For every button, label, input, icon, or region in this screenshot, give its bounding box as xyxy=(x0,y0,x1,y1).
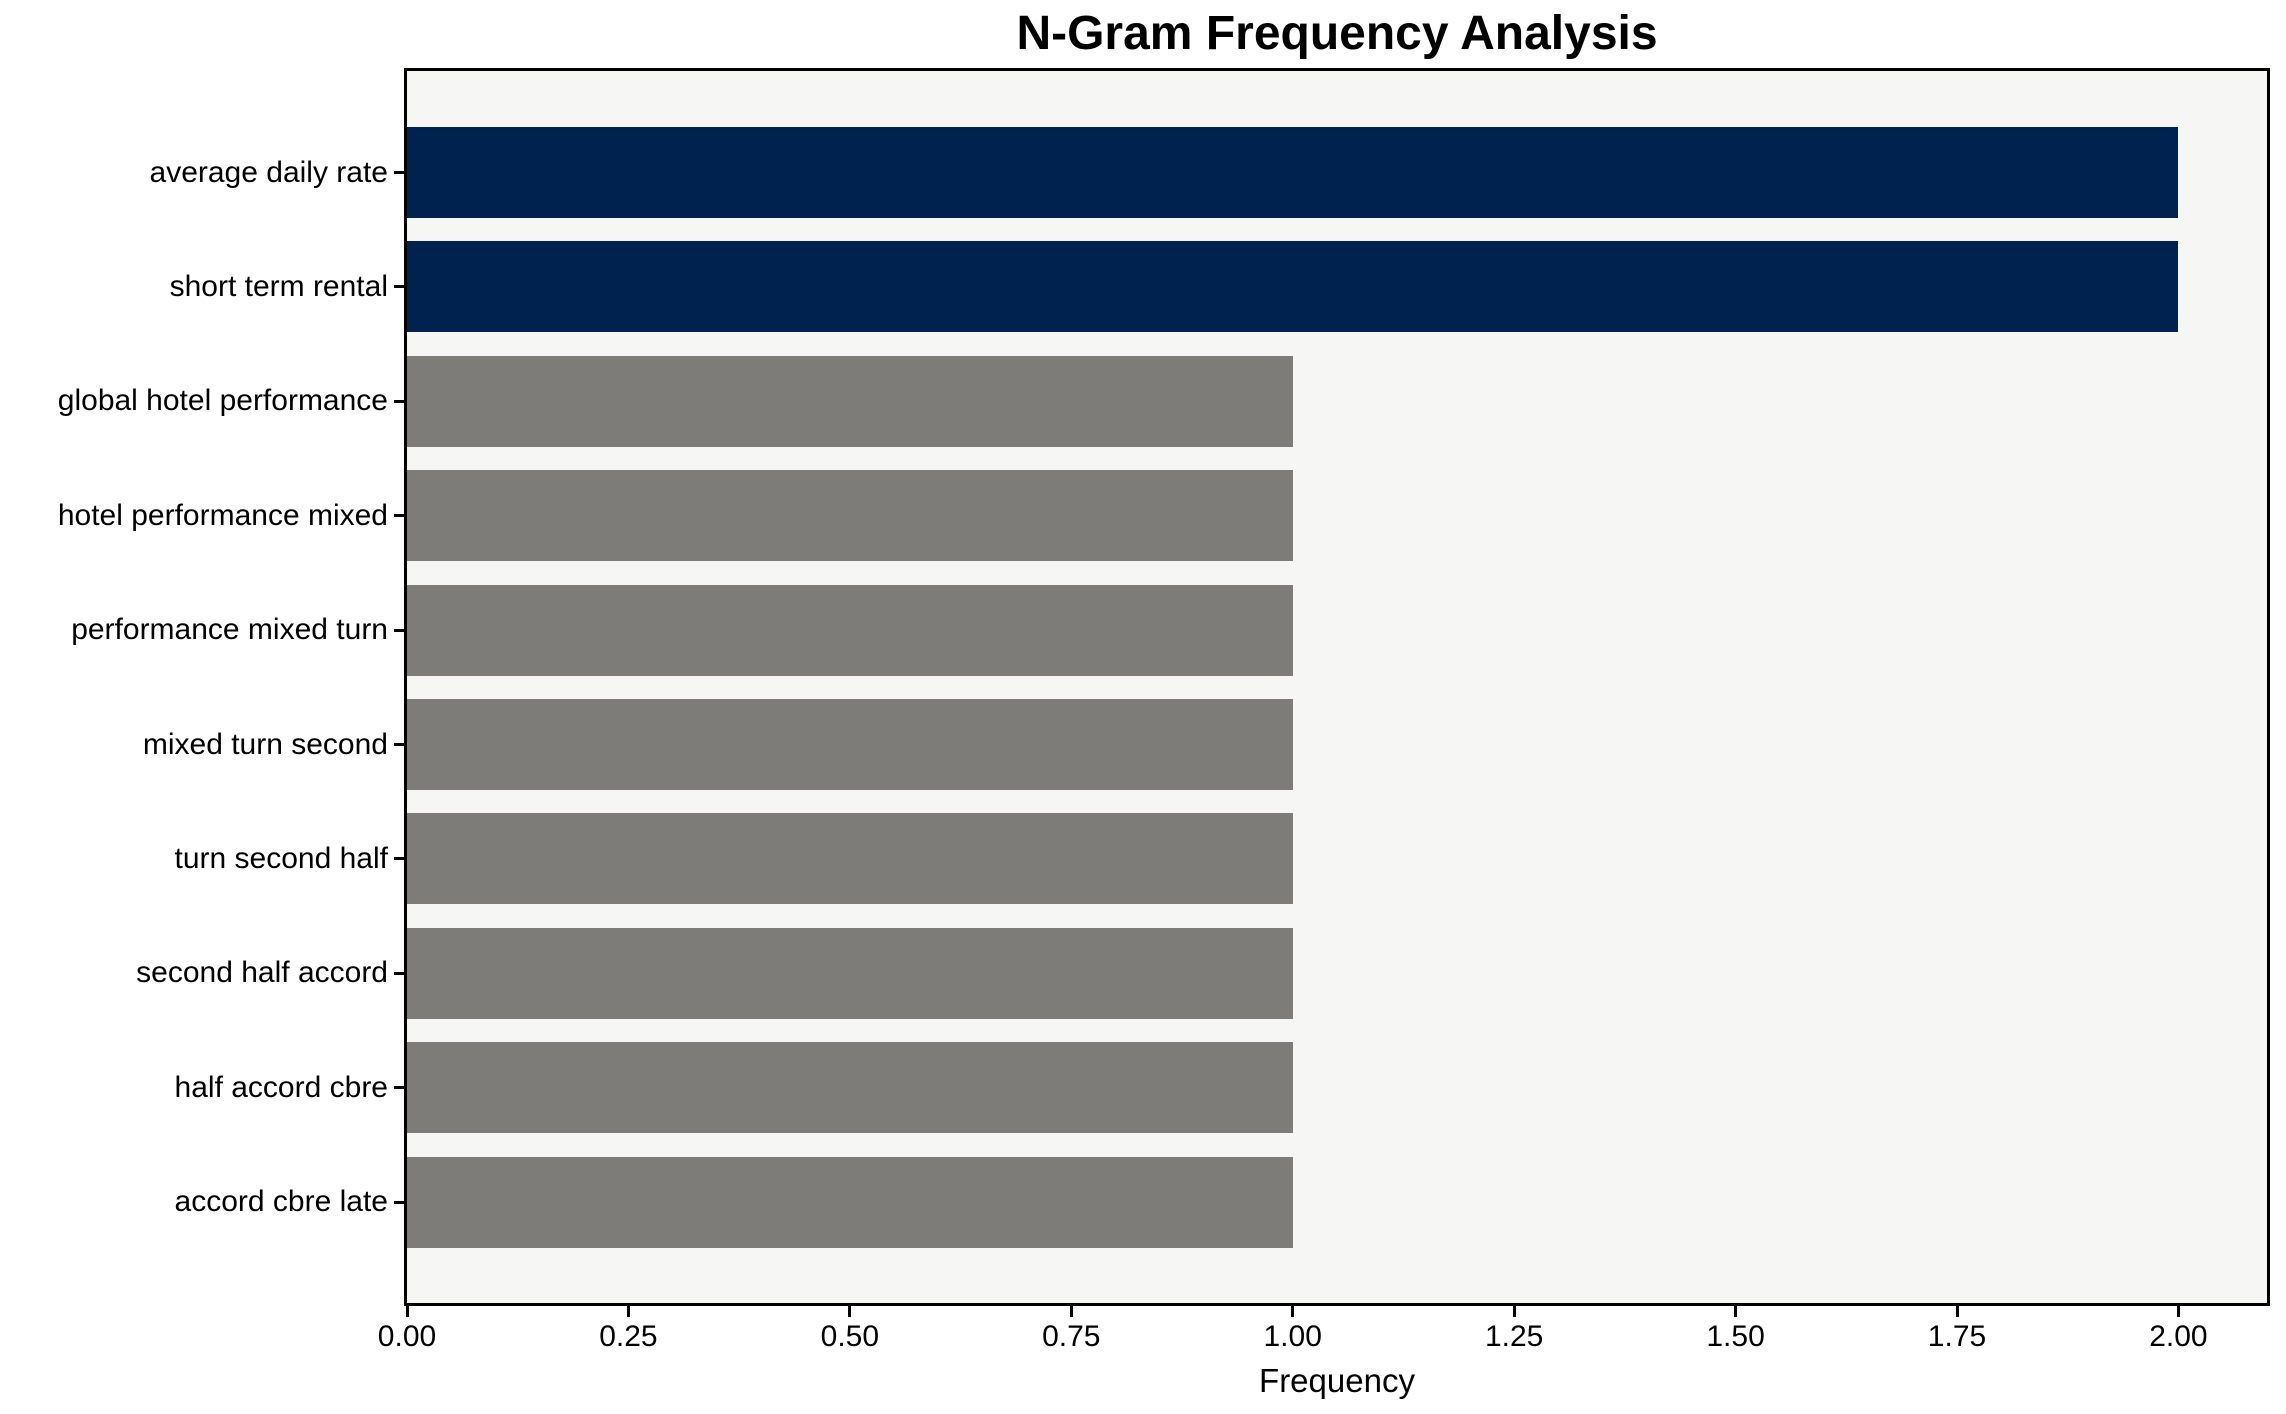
x-tick-label-0.00: 0.00 xyxy=(377,1320,437,1353)
x-tick-label-1.50: 1.50 xyxy=(1706,1320,1765,1353)
bar-half-accord-cbre xyxy=(407,1042,1293,1134)
bars-layer xyxy=(407,71,2267,1303)
y-tick-label-performance-mixed-turn: performance mixed turn xyxy=(71,613,388,647)
y-tick-label-short-term-rental: short term rental xyxy=(169,269,388,303)
y-tick-mark xyxy=(394,743,405,746)
bar-mixed-turn-second xyxy=(407,699,1293,790)
y-tick-mark xyxy=(394,1086,405,1090)
x-tick-mark xyxy=(405,1306,409,1317)
bar-accord-cbre-late xyxy=(407,1156,1293,1248)
y-tick-mark xyxy=(394,514,405,518)
x-tick-label-0.75: 0.75 xyxy=(1042,1320,1101,1353)
x-tick-mark xyxy=(1734,1306,1738,1317)
x-tick-mark xyxy=(1069,1306,1073,1317)
y-tick-label-half-accord-cbre: half accord cbre xyxy=(174,1070,388,1104)
chart-title: N-Gram Frequency Analysis xyxy=(1016,7,1658,60)
x-tick-label-0.25: 0.25 xyxy=(599,1320,658,1353)
x-tick-mark xyxy=(1291,1306,1295,1317)
bar-average-daily-rate xyxy=(407,127,2179,218)
y-tick-label-global-hotel-performance: global hotel performance xyxy=(57,384,388,418)
y-tick-label-turn-second-half: turn second half xyxy=(174,841,388,875)
x-axis-label: Frequency xyxy=(1259,1362,1415,1399)
y-tick-mark xyxy=(394,857,405,861)
x-tick-label-1.25: 1.25 xyxy=(1484,1320,1544,1353)
x-tick-label-2.00: 2.00 xyxy=(2149,1320,2208,1353)
y-tick-label-hotel-performance-mixed: hotel performance mixed xyxy=(57,498,388,532)
x-tick-mark xyxy=(2176,1306,2180,1317)
y-tick-label-average-daily-rate: average daily rate xyxy=(149,155,388,189)
y-tick-mark xyxy=(394,971,405,975)
plot-area xyxy=(404,68,2270,1306)
x-tick-mark xyxy=(848,1306,852,1317)
y-tick-label-second-half-accord: second half accord xyxy=(136,956,388,990)
bar-global-hotel-performance xyxy=(407,355,1293,447)
x-tick-mark xyxy=(1955,1306,1959,1317)
y-tick-mark xyxy=(394,399,405,403)
y-tick-mark xyxy=(394,628,405,632)
y-tick-mark xyxy=(394,171,405,174)
y-tick-label-accord-cbre-late: accord cbre late xyxy=(174,1185,388,1219)
bar-performance-mixed-turn xyxy=(407,584,1293,676)
bar-second-half-accord xyxy=(407,927,1293,1019)
y-tick-label-mixed-turn-second: mixed turn second xyxy=(142,727,388,761)
x-tick-mark xyxy=(1512,1306,1516,1317)
y-tick-mark xyxy=(394,1200,405,1204)
bar-turn-second-half xyxy=(407,813,1293,905)
bar-hotel-performance-mixed xyxy=(407,470,1293,562)
bar-short-term-rental xyxy=(407,241,2179,333)
y-tick-mark xyxy=(394,285,405,289)
x-tick-label-1.75: 1.75 xyxy=(1927,1320,1987,1353)
x-tick-label-0.50: 0.50 xyxy=(820,1320,880,1353)
x-tick-mark xyxy=(626,1306,630,1317)
x-tick-label-1.00: 1.00 xyxy=(1263,1320,1322,1353)
